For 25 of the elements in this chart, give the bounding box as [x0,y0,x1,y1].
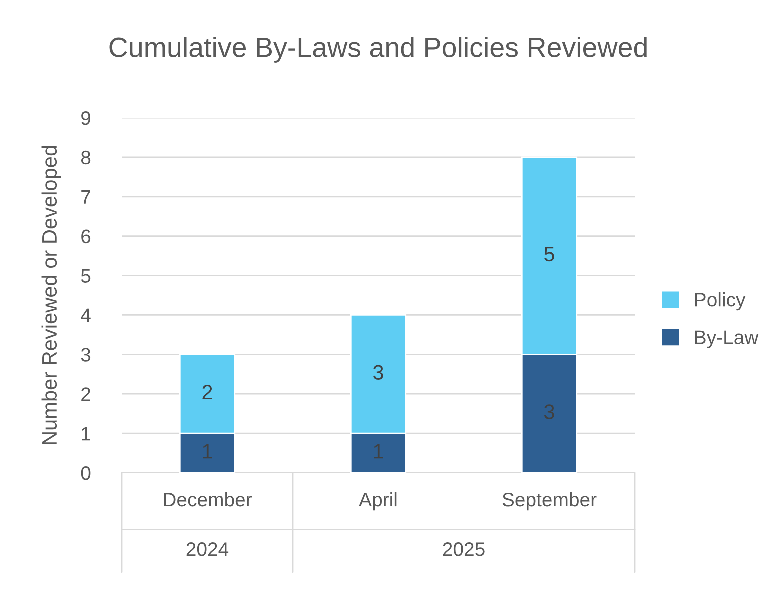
text: 2024 [186,542,229,556]
data-label: 2 [202,384,212,400]
data-label: 1 [374,444,384,459]
data-label: 1 [203,444,212,459]
x-tick-label: December [164,492,252,507]
data-label: 3 [374,365,384,380]
legend-label: By-Law [695,330,759,348]
x-tick-label: September [502,492,597,511]
y-tick-label: 4 [81,308,91,322]
y-tick-label: 0 [81,466,91,480]
y-tick-label: 7 [82,190,90,204]
y-tick-label: 3 [81,348,91,362]
y-tick-label: 8 [81,150,91,165]
x-tick-label: April [359,492,397,511]
legend-label: Policy [695,292,746,311]
y-tick-label: 5 [81,269,91,284]
y-tick-label: 9 [82,111,91,126]
text: 2025 [443,542,485,556]
data-label: 3 [544,404,554,420]
y-tick-label: 2 [82,388,90,402]
y-tick-label: 6 [82,230,91,244]
chart-title: Cumulative By-Laws and Policies Reviewed [110,37,647,63]
data-label: 5 [544,247,554,262]
y-tick-label: 1 [82,427,90,441]
y-axis-title: Number Reviewed or Developed [42,146,62,444]
